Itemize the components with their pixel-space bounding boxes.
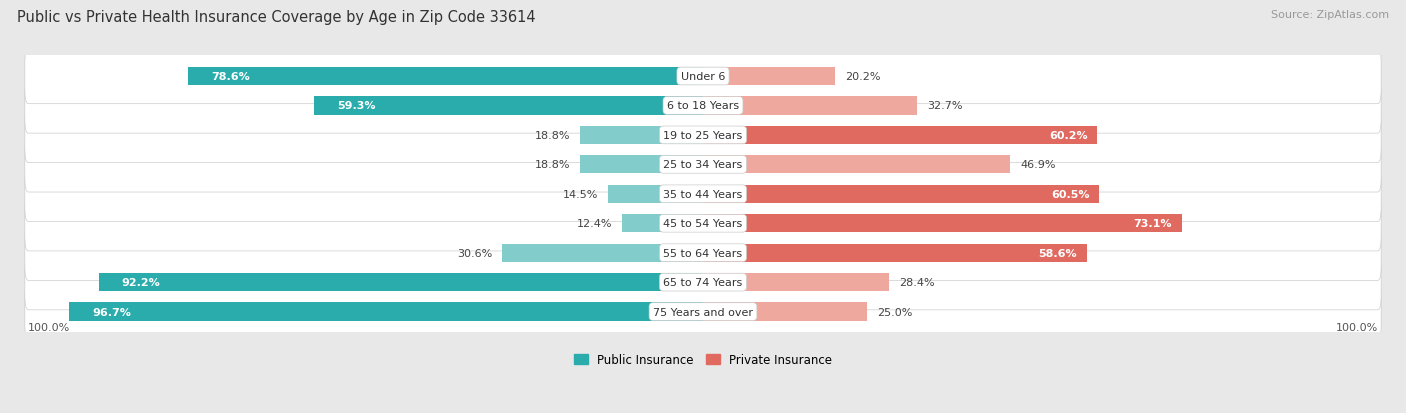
Text: 12.4%: 12.4% — [576, 219, 612, 229]
Bar — [69, 303, 703, 321]
Text: 60.2%: 60.2% — [1049, 131, 1088, 140]
FancyBboxPatch shape — [25, 196, 1381, 252]
Text: 46.9%: 46.9% — [1021, 160, 1056, 170]
Bar — [703, 303, 868, 321]
Text: 100.0%: 100.0% — [28, 322, 70, 332]
Text: 92.2%: 92.2% — [122, 278, 160, 287]
Bar — [703, 185, 1099, 204]
Text: 73.1%: 73.1% — [1133, 219, 1173, 229]
Text: 18.8%: 18.8% — [534, 131, 569, 140]
Bar — [188, 68, 703, 86]
Bar — [315, 97, 703, 115]
Text: 58.6%: 58.6% — [1039, 248, 1077, 258]
Text: 100.0%: 100.0% — [1336, 322, 1378, 332]
Text: 6 to 18 Years: 6 to 18 Years — [666, 101, 740, 111]
Bar — [703, 273, 889, 292]
Bar — [703, 244, 1087, 262]
Text: 32.7%: 32.7% — [927, 101, 963, 111]
Text: 45 to 54 Years: 45 to 54 Years — [664, 219, 742, 229]
FancyBboxPatch shape — [25, 167, 1381, 222]
Legend: Public Insurance, Private Insurance: Public Insurance, Private Insurance — [569, 348, 837, 371]
Text: 65 to 74 Years: 65 to 74 Years — [664, 278, 742, 287]
Bar — [607, 185, 703, 204]
Bar — [579, 126, 703, 145]
Text: 25 to 34 Years: 25 to 34 Years — [664, 160, 742, 170]
Text: Source: ZipAtlas.com: Source: ZipAtlas.com — [1271, 10, 1389, 20]
Text: 75 Years and over: 75 Years and over — [652, 307, 754, 317]
Bar — [703, 215, 1182, 233]
Text: 35 to 44 Years: 35 to 44 Years — [664, 189, 742, 199]
Bar — [579, 156, 703, 174]
FancyBboxPatch shape — [25, 49, 1381, 104]
Bar — [502, 244, 703, 262]
Text: 14.5%: 14.5% — [562, 189, 598, 199]
FancyBboxPatch shape — [25, 78, 1381, 134]
FancyBboxPatch shape — [25, 108, 1381, 163]
Text: 96.7%: 96.7% — [93, 307, 131, 317]
Bar — [703, 156, 1011, 174]
Text: Public vs Private Health Insurance Coverage by Age in Zip Code 33614: Public vs Private Health Insurance Cover… — [17, 10, 536, 25]
FancyBboxPatch shape — [25, 225, 1381, 281]
FancyBboxPatch shape — [25, 255, 1381, 310]
Text: 60.5%: 60.5% — [1052, 189, 1090, 199]
Text: 20.2%: 20.2% — [845, 72, 880, 82]
Text: 18.8%: 18.8% — [534, 160, 569, 170]
Text: 30.6%: 30.6% — [457, 248, 492, 258]
Text: 28.4%: 28.4% — [898, 278, 935, 287]
Bar — [98, 273, 703, 292]
Text: 78.6%: 78.6% — [211, 72, 250, 82]
Bar — [703, 126, 1098, 145]
Text: 59.3%: 59.3% — [337, 101, 375, 111]
Text: 55 to 64 Years: 55 to 64 Years — [664, 248, 742, 258]
Text: 19 to 25 Years: 19 to 25 Years — [664, 131, 742, 140]
Text: 25.0%: 25.0% — [876, 307, 912, 317]
FancyBboxPatch shape — [25, 138, 1381, 192]
Bar — [621, 215, 703, 233]
Bar — [703, 97, 917, 115]
FancyBboxPatch shape — [25, 284, 1381, 339]
Text: Under 6: Under 6 — [681, 72, 725, 82]
Bar — [703, 68, 835, 86]
